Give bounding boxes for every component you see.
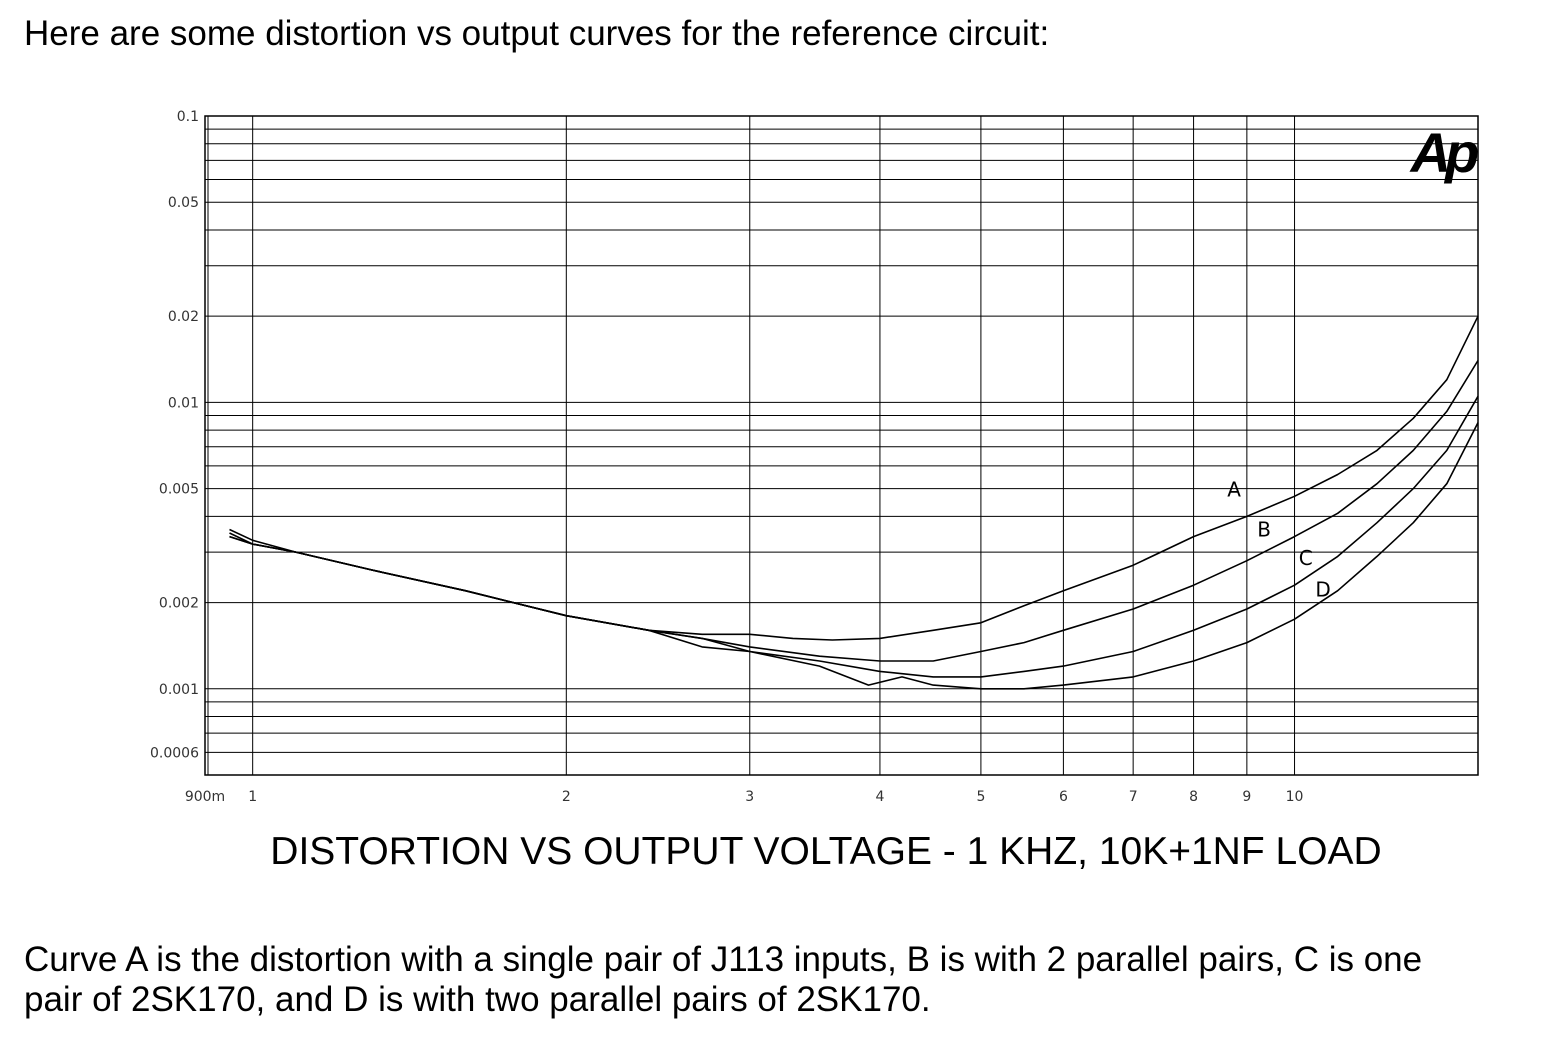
intro-text: Here are some distortion vs output curve…	[24, 14, 1050, 53]
chart-grid	[205, 115, 1478, 775]
y-tick-label: 0.001	[159, 682, 199, 698]
x-tick-label: 4	[875, 789, 884, 805]
y-tick-label: 0.0006	[150, 745, 199, 761]
y-tick-label: 0.01	[168, 395, 199, 411]
x-tick-label: 3	[745, 789, 754, 805]
x-tick-label: 7	[1129, 789, 1138, 805]
curve-label-d: D	[1315, 578, 1330, 602]
chart-title: DISTORTION VS OUTPUT VOLTAGE - 1 KHZ, 10…	[270, 830, 1382, 873]
x-tick-label: 6	[1059, 789, 1068, 805]
x-tick-label: 9	[1242, 789, 1251, 805]
caption-line-2: pair of 2SK170, and D is with two parall…	[24, 980, 931, 1019]
curve-label-a: A	[1227, 477, 1241, 501]
y-tick-label: 0.1	[177, 109, 199, 125]
ap-logo: Ap	[1409, 121, 1478, 184]
caption-line-1: Curve A is the distortion with a single …	[24, 940, 1423, 979]
chart-series	[229, 315, 1479, 690]
x-tick-label: 5	[976, 789, 985, 805]
y-tick-label: 0.002	[159, 596, 199, 612]
curve-label-c: C	[1299, 546, 1313, 570]
series-line-b	[229, 360, 1479, 662]
curve-labels: AB CD	[1227, 477, 1330, 601]
x-tick-label: 900m	[185, 789, 225, 805]
x-tick-label: 10	[1286, 789, 1304, 805]
series-line-a	[229, 315, 1479, 641]
plot-frame	[204, 115, 1479, 776]
curve-label-b: B	[1257, 518, 1271, 542]
x-tick-label: 1	[248, 789, 257, 805]
series-line-d	[229, 422, 1479, 690]
chart-ticks: 900m 1 2 3 4 5 6 7 8 9 10 0.1 0.05 0.02 0.01 0.005 0.002…	[150, 109, 1303, 805]
x-tick-label: 2	[562, 789, 571, 805]
y-tick-label: 0.02	[168, 309, 199, 325]
y-tick-label: 0.05	[168, 195, 199, 211]
series-line-c	[229, 395, 1479, 678]
x-tick-label: 8	[1189, 789, 1198, 805]
caption: Curve A is the distortion with a single …	[24, 940, 1539, 1020]
y-tick-label: 0.005	[159, 482, 199, 498]
